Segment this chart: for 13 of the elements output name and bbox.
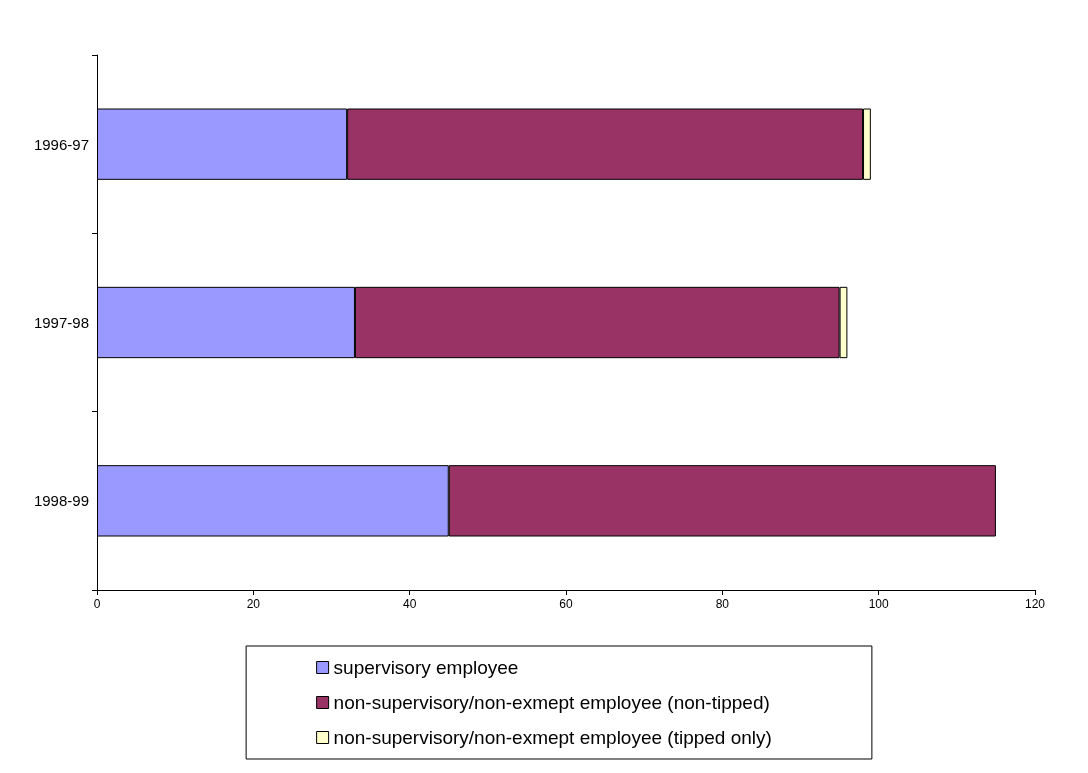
x-tick-label: 0	[93, 597, 101, 611]
legend-label: non-supervisory/non-exmept employee (non-tipped)	[333, 692, 770, 713]
x-tick-label: 80	[715, 597, 730, 611]
x-tick-label: 40	[402, 597, 417, 611]
x-tick-label: 20	[246, 597, 261, 611]
y-tick-label: 1997-98	[33, 314, 89, 331]
x-tick-label: 60	[559, 597, 573, 611]
y-tick-label: 1996-97	[33, 135, 89, 153]
legend-label: non-supervisory/non-exmept employee (tipped only)	[333, 727, 772, 748]
legend-label: supervisory employee	[333, 657, 519, 678]
y-tick-label: 1998-99	[33, 492, 89, 510]
x-tick-label: 100	[868, 597, 889, 611]
x-tick-label: 120	[1024, 597, 1046, 611]
